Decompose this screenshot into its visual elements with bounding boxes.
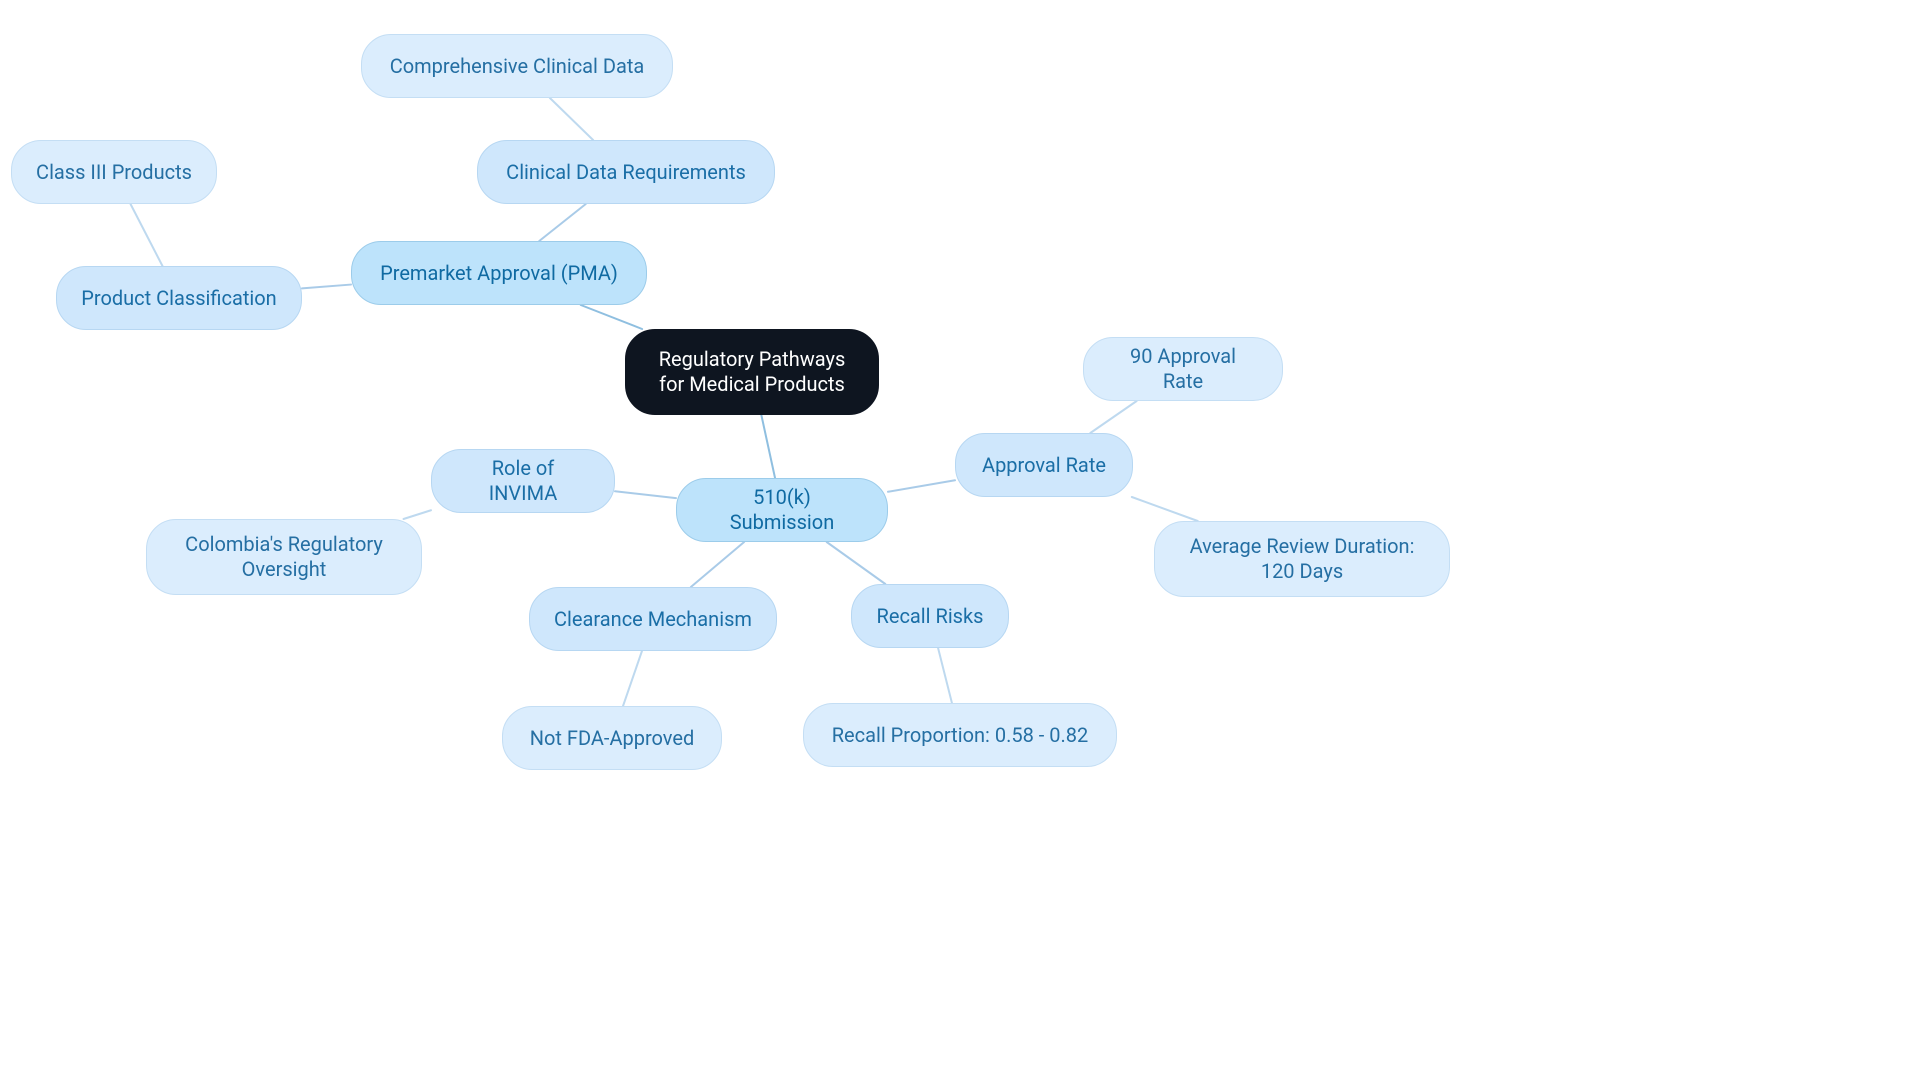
edge xyxy=(550,98,593,140)
edge xyxy=(539,204,586,241)
edge xyxy=(623,651,642,706)
node-root: Regulatory Pathways for Medical Products xyxy=(625,329,879,415)
edge xyxy=(1090,401,1136,433)
node-recall-risks: Recall Risks xyxy=(851,584,1009,648)
node-label: Not FDA-Approved xyxy=(530,726,695,751)
node-pma: Premarket Approval (PMA) xyxy=(351,241,647,305)
node-product-classification: Product Classification xyxy=(56,266,302,330)
node-label: Approval Rate xyxy=(982,453,1106,478)
node-label: Recall Risks xyxy=(877,604,984,629)
node-comprehensive-clinical-data: Comprehensive Clinical Data xyxy=(361,34,673,98)
edge xyxy=(888,480,955,492)
node-label: Product Classification xyxy=(81,286,276,311)
node-clearance-mechanism: Clearance Mechanism xyxy=(529,587,777,651)
node-review-duration: Average Review Duration: 120 Days xyxy=(1154,521,1450,597)
node-class-iii: Class III Products xyxy=(11,140,217,204)
node-label: Class III Products xyxy=(36,160,192,185)
node-label: Role of INVIMA xyxy=(456,456,590,506)
edge xyxy=(131,204,163,266)
node-510k: 510(k) Submission xyxy=(676,478,888,542)
node-label: Clearance Mechanism xyxy=(554,607,752,632)
node-label: Average Review Duration: 120 Days xyxy=(1179,534,1425,584)
node-label: Colombia's Regulatory Oversight xyxy=(171,532,397,582)
node-90-approval-rate: 90 Approval Rate xyxy=(1083,337,1283,401)
edge xyxy=(1132,497,1198,521)
node-approval-rate: Approval Rate xyxy=(955,433,1133,497)
node-colombia-oversight: Colombia's Regulatory Oversight xyxy=(146,519,422,595)
edge xyxy=(691,542,744,587)
edge xyxy=(615,491,676,498)
node-label: Recall Proportion: 0.58 - 0.82 xyxy=(832,723,1089,748)
edge xyxy=(404,510,432,519)
node-label: Clinical Data Requirements xyxy=(506,160,746,185)
node-recall-proportion: Recall Proportion: 0.58 - 0.82 xyxy=(803,703,1117,767)
edge xyxy=(938,648,952,703)
node-label: Premarket Approval (PMA) xyxy=(380,261,618,286)
node-label: Regulatory Pathways for Medical Products xyxy=(650,347,854,397)
node-not-fda-approved: Not FDA-Approved xyxy=(502,706,722,770)
edge xyxy=(302,285,351,289)
node-clinical-data-requirements: Clinical Data Requirements xyxy=(477,140,775,204)
node-label: 90 Approval Rate xyxy=(1108,344,1258,394)
edge xyxy=(827,542,886,584)
node-label: 510(k) Submission xyxy=(701,485,863,535)
node-label: Comprehensive Clinical Data xyxy=(390,54,645,79)
node-role-of-invima: Role of INVIMA xyxy=(431,449,615,513)
edge xyxy=(761,415,775,478)
edge xyxy=(581,305,642,329)
